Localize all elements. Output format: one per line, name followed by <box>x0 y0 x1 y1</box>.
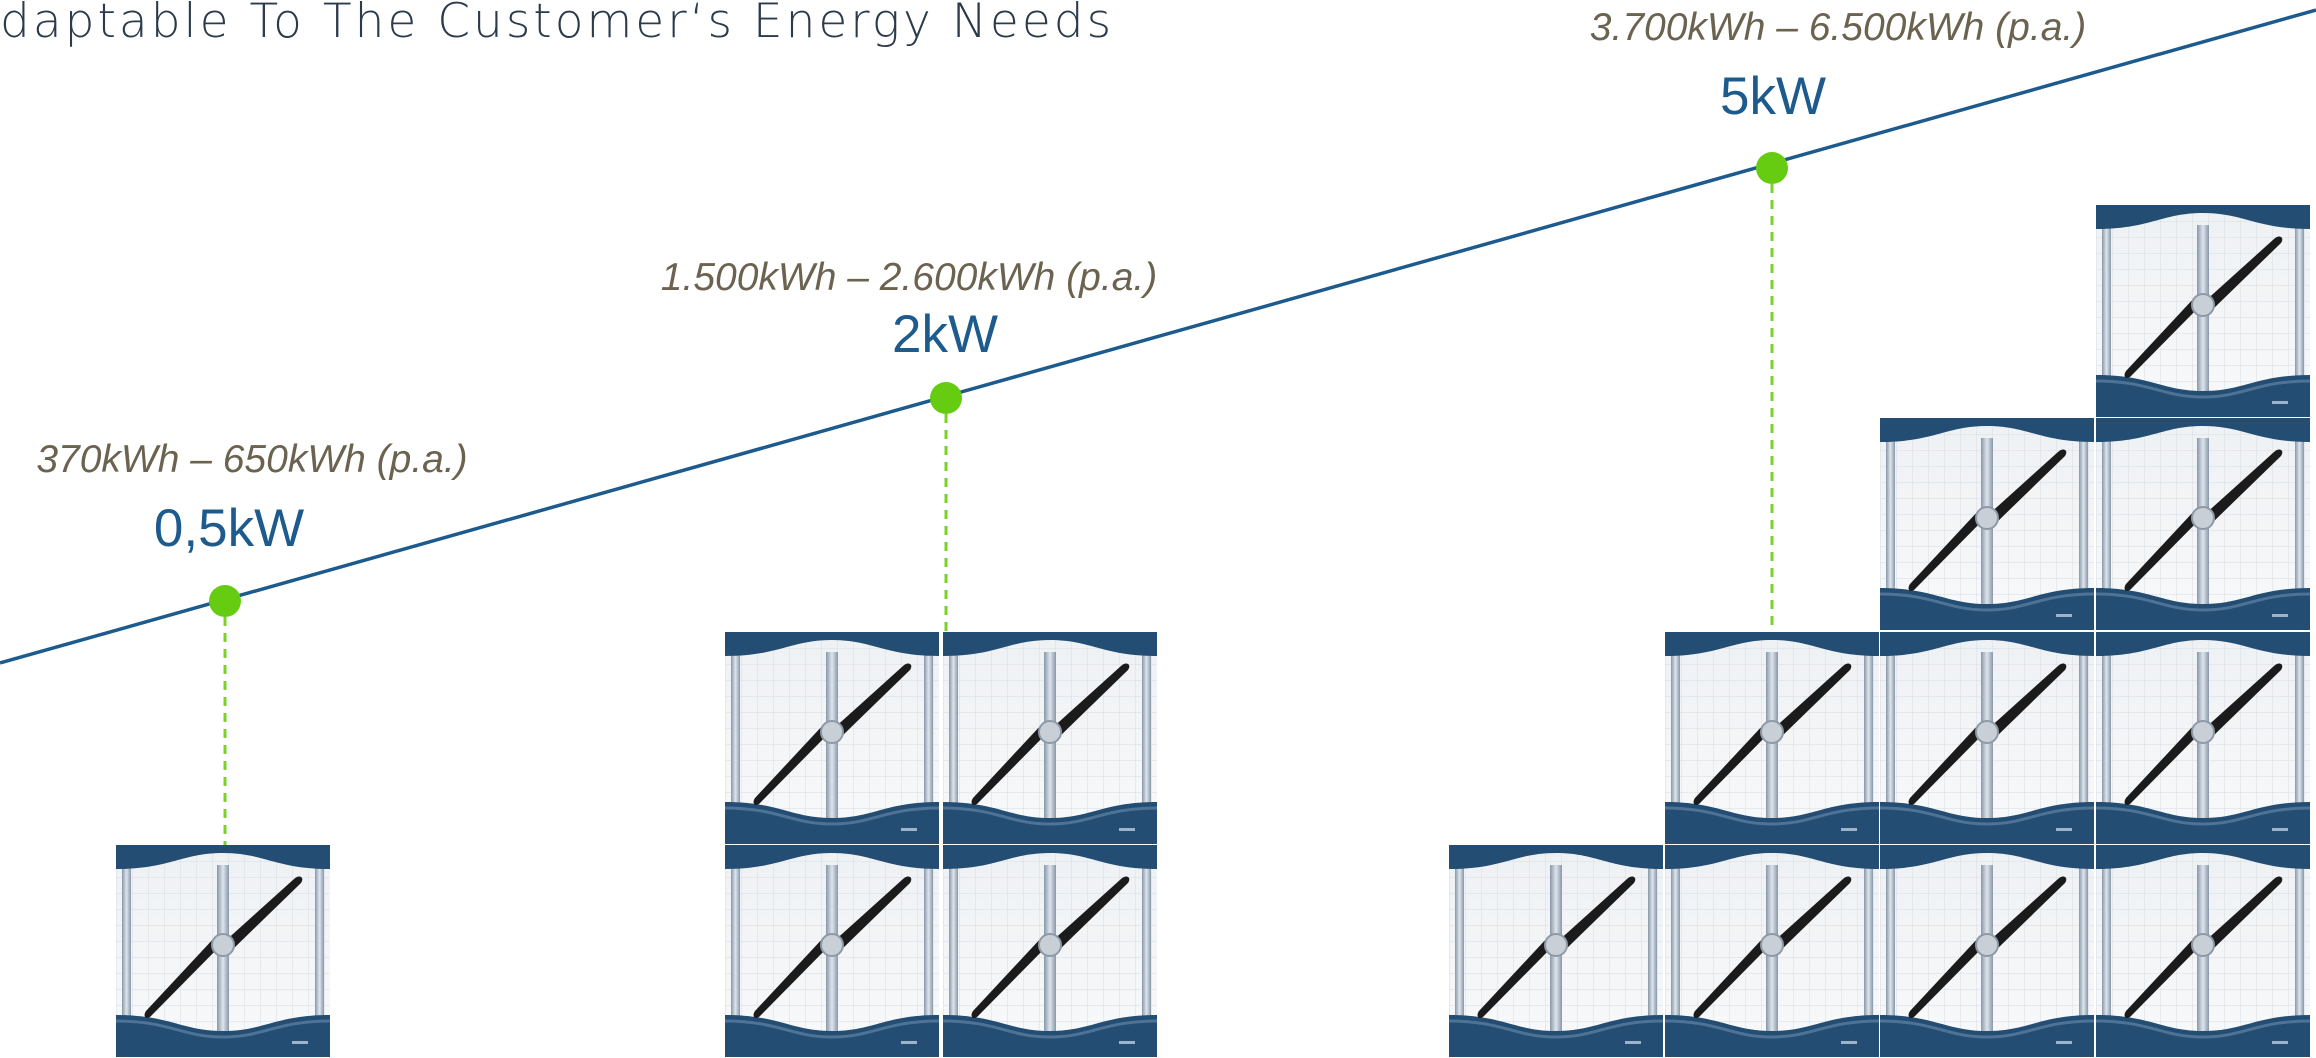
wind-turbine-module-icon <box>941 630 1159 846</box>
wind-turbine-module-icon <box>1663 843 1881 1058</box>
tier-2-power-label: 2kW <box>892 305 998 364</box>
tier-3-power-label: 5kW <box>1720 67 1826 126</box>
wind-turbine-module-icon <box>2094 416 2312 632</box>
tier-2-energy-label: 1.500kWh – 2.600kWh (p.a.) <box>660 256 1158 299</box>
capacity-trend-line <box>0 8 2316 665</box>
tier-3-marker-dot-icon <box>1756 152 1788 184</box>
wind-turbine-module-icon <box>2094 630 2312 846</box>
tier-1-energy-label: 370kWh – 650kWh (p.a.) <box>36 438 468 481</box>
wind-turbine-module-icon <box>114 843 332 1058</box>
wind-turbine-module-icon <box>1878 843 2096 1058</box>
wind-turbine-module-icon <box>1878 630 2096 846</box>
wind-turbine-module-icon <box>1447 843 1665 1058</box>
tier-1-marker-dot-icon <box>209 585 241 617</box>
wind-turbine-module-icon <box>2094 843 2312 1058</box>
tier-3-turbine-stack <box>1447 203 2312 1058</box>
tier-1-power-label: 0,5kW <box>153 499 305 558</box>
tier-2-turbine-stack <box>723 630 1159 1058</box>
tier-3-energy-label: 3.700kWh – 6.500kWh (p.a.) <box>1589 6 2087 49</box>
page-title: daptable To The Customer‘s Energy Needs <box>0 0 1115 49</box>
wind-turbine-module-icon <box>2094 203 2312 419</box>
wind-turbine-module-icon <box>941 843 1159 1058</box>
wind-turbine-module-icon <box>723 630 941 846</box>
tier-2-marker-dot-icon <box>930 382 962 414</box>
wind-turbine-module-icon <box>723 843 941 1058</box>
tier-1-turbine-stack <box>114 843 332 1058</box>
wind-turbine-module-icon <box>1878 416 2096 632</box>
wind-turbine-module-icon <box>1663 630 1881 846</box>
